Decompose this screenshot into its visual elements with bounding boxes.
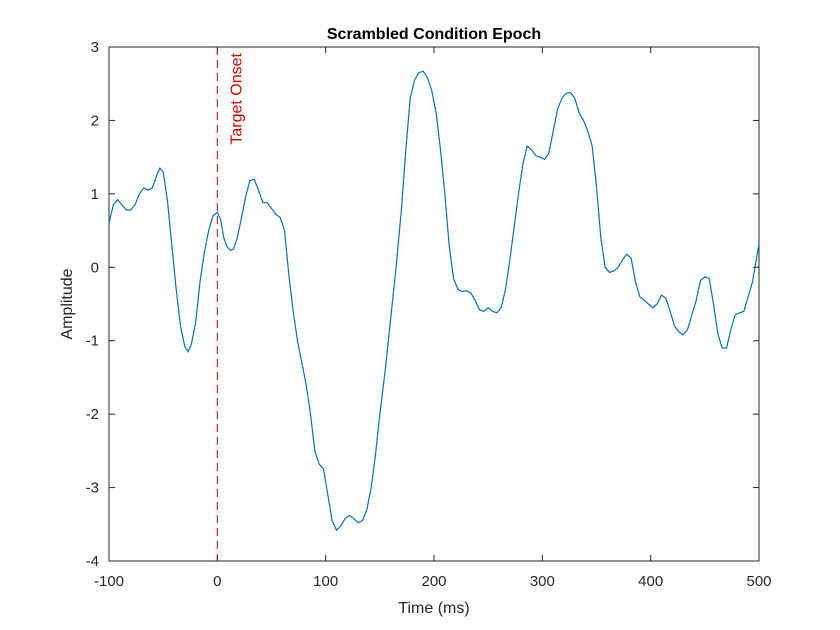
chart-title: Scrambled Condition Epoch (327, 26, 541, 43)
x-tick-label: 100 (313, 573, 338, 590)
y-tick-label: 0 (91, 259, 99, 276)
x-tick-label: -100 (94, 573, 124, 590)
y-tick-label: -2 (86, 406, 99, 423)
data-line (108, 70, 760, 532)
annotation-text: Target Onset (228, 52, 245, 144)
x-tick-label: 300 (530, 573, 555, 590)
x-axis-label: Time (ms) (398, 600, 469, 617)
y-tick-label: -1 (86, 333, 99, 350)
y-axis-label: Amplitude (59, 268, 76, 339)
y-tick-label: 2 (91, 112, 99, 129)
y-tick-label: -3 (86, 480, 99, 497)
x-tick-label: 400 (638, 573, 663, 590)
y-tick-label: 1 (91, 186, 99, 203)
x-tick-label: 500 (746, 573, 771, 590)
y-tick-label: -4 (86, 553, 99, 570)
y-tick-label: 3 (91, 39, 99, 56)
x-tick-label: 0 (213, 573, 221, 590)
x-tick-label: 200 (421, 573, 446, 590)
